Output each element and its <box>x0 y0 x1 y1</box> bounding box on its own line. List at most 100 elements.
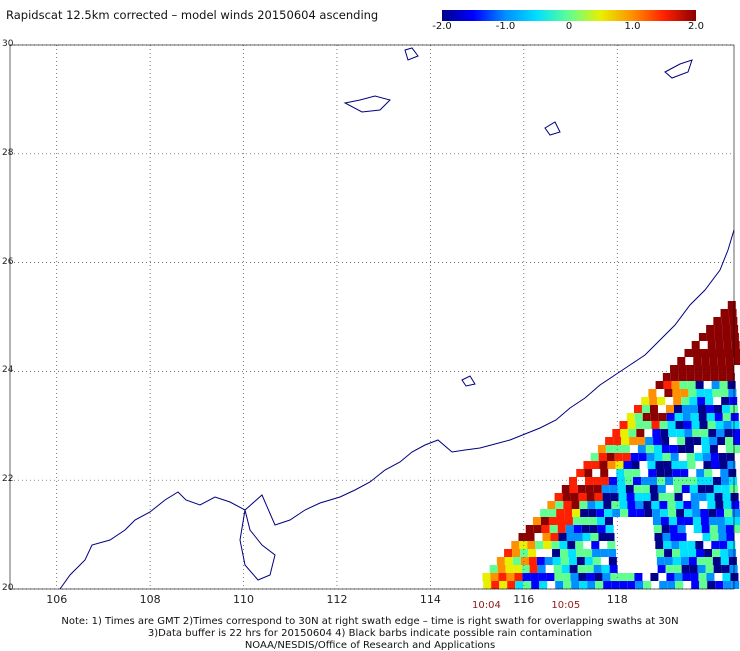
wind-cell <box>650 573 659 581</box>
wind-cell <box>673 565 682 573</box>
wind-cell <box>665 477 674 485</box>
wind-cell <box>518 533 527 541</box>
wind-cell <box>729 397 738 405</box>
wind-cell <box>585 565 594 573</box>
wind-cell <box>646 453 655 461</box>
wind-cell <box>733 357 740 365</box>
wind-cell <box>628 509 637 517</box>
wind-cell <box>659 581 668 589</box>
wind-cell <box>718 453 727 461</box>
wind-cell <box>720 469 729 477</box>
wind-cell <box>658 493 667 501</box>
wind-cell <box>578 573 587 581</box>
wind-cell <box>600 549 609 557</box>
wind-cell <box>694 365 703 373</box>
wind-cell <box>567 541 576 549</box>
wind-cell <box>608 549 617 557</box>
wind-cell <box>604 509 613 517</box>
wind-cell <box>619 581 628 589</box>
wind-cell <box>722 573 731 581</box>
wind-cell <box>661 445 670 453</box>
wind-cell <box>672 549 681 557</box>
wind-cell <box>681 397 690 405</box>
wind-cell <box>582 533 591 541</box>
wind-cell <box>698 493 707 501</box>
wind-cell <box>587 581 596 589</box>
wind-cell <box>596 517 605 525</box>
wind-cell <box>671 381 680 389</box>
wind-cell <box>650 413 659 421</box>
wind-cell <box>685 437 694 445</box>
wind-cell <box>672 557 681 565</box>
wind-cell <box>522 573 531 581</box>
coastline <box>239 509 276 581</box>
wind-cell <box>507 581 516 589</box>
wind-cell <box>655 541 664 549</box>
wind-cell <box>662 373 671 381</box>
wind-cell <box>725 437 734 445</box>
wind-cell <box>661 525 670 533</box>
wind-cell <box>728 549 737 557</box>
wind-cell <box>634 573 643 581</box>
wind-cell <box>561 485 570 493</box>
wind-cell <box>599 461 608 469</box>
wind-cell <box>609 485 618 493</box>
wind-cell <box>696 469 705 477</box>
wind-cell <box>713 477 722 485</box>
wind-cell <box>721 397 730 405</box>
wind-cell <box>708 349 717 357</box>
wind-cell <box>590 453 599 461</box>
wind-cell <box>622 453 631 461</box>
wind-cell <box>566 533 575 541</box>
wind-cell <box>676 429 685 437</box>
wind-cell <box>666 493 675 501</box>
wind-cell <box>643 421 652 429</box>
wind-cell <box>659 501 668 509</box>
wind-cell <box>585 485 594 493</box>
wind-cell <box>686 373 695 381</box>
wind-cell <box>684 509 693 517</box>
wind-cell <box>719 381 728 389</box>
wind-cell <box>686 453 695 461</box>
wind-cell <box>606 533 615 541</box>
wind-cell <box>732 349 740 357</box>
wind-cell <box>648 469 657 477</box>
wind-cell <box>521 565 530 573</box>
wind-cell <box>667 581 676 589</box>
wind-cell <box>557 525 566 533</box>
longitude-label: 110 <box>233 593 255 606</box>
wind-cell <box>701 525 710 533</box>
wind-cell <box>706 493 715 501</box>
wind-cell <box>649 485 658 493</box>
wind-cell <box>709 445 718 453</box>
wind-cell <box>681 565 690 573</box>
wind-cell <box>702 365 711 373</box>
wind-cell <box>653 437 662 445</box>
wind-cell <box>700 349 709 357</box>
wind-cell <box>704 549 713 557</box>
wind-cell <box>682 573 691 581</box>
latitude-label: 20 <box>2 583 14 593</box>
wind-cell <box>711 541 720 549</box>
wind-cell <box>732 429 740 437</box>
wind-cell <box>706 573 715 581</box>
wind-cell <box>697 397 706 405</box>
wind-cell <box>680 549 689 557</box>
wind-cell <box>691 421 700 429</box>
wind-cell <box>653 445 662 453</box>
wind-cell <box>533 525 542 533</box>
wind-cell <box>504 557 513 565</box>
wind-cell <box>715 581 724 589</box>
wind-cell <box>659 421 668 429</box>
wind-cell <box>591 541 600 549</box>
wind-cell <box>654 533 663 541</box>
wind-cell <box>627 581 636 589</box>
longitude-label: 116 <box>513 593 535 606</box>
wind-cell <box>512 557 521 565</box>
wind-cell <box>561 565 570 573</box>
latitude-label: 28 <box>2 147 14 158</box>
wind-cell <box>637 437 646 445</box>
wind-cell <box>584 549 593 557</box>
wind-cell <box>720 557 729 565</box>
wind-cell <box>626 413 635 421</box>
